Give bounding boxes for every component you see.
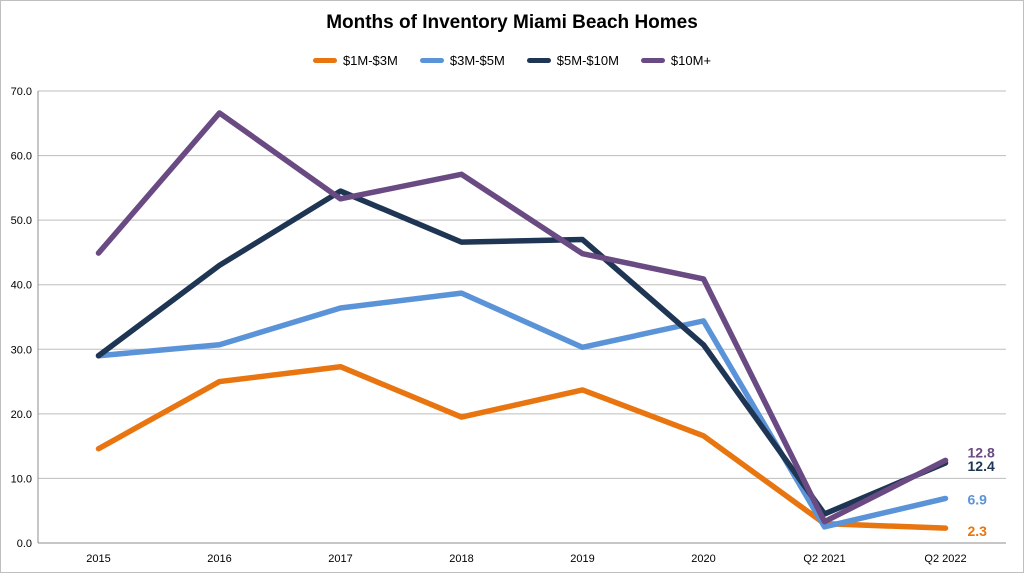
end-data-label: 12.8 (968, 444, 995, 460)
series-line-0 (95, 363, 949, 531)
labels: 0.0 10.0 20.0 30.0 40.0 50.0 60.0 70.0 2015 2016 2… (11, 86, 995, 565)
y-tick-label: 70.0 (11, 86, 32, 98)
legend-label: $5M-$10M (556, 53, 619, 68)
x-tick-label: Q2 2021 (803, 553, 845, 565)
legend-swatch (419, 58, 444, 63)
legend-item: $3M-$5M (419, 53, 505, 68)
x-tick-label: Q2 2022 (924, 553, 966, 565)
y-tick-label: 60.0 (11, 151, 32, 163)
legend-label: $1M-$3M (342, 53, 398, 68)
y-tick-label: 10.0 (11, 473, 32, 485)
series-line-2 (95, 188, 949, 517)
legend-swatch (526, 58, 551, 63)
axes (37, 91, 1006, 544)
legend-label: $3M-$5M (449, 53, 505, 68)
x-tick-label: 2017 (328, 553, 352, 565)
x-tick-label: 2016 (207, 553, 231, 565)
x-tick-label: 2018 (449, 553, 473, 565)
end-data-label: 2.3 (968, 523, 988, 539)
series-lines (95, 110, 949, 531)
legend-swatch (312, 58, 337, 63)
legend-item: $10M+ (640, 53, 712, 68)
y-tick-label: 40.0 (11, 280, 32, 292)
y-tick-label: 30.0 (11, 344, 32, 356)
end-data-label: 12.4 (968, 458, 995, 474)
x-tick-label: 2015 (86, 553, 110, 565)
y-tick-label: 20.0 (11, 409, 32, 421)
y-tick-label: 0.0 (17, 538, 32, 550)
x-tick-label: 2019 (570, 553, 594, 565)
x-tick-label: 2020 (691, 553, 715, 565)
chart-title: Months of Inventory Miami Beach Homes (326, 12, 698, 33)
series-line-1 (95, 290, 949, 530)
legend-item: $5M-$10M (526, 53, 619, 68)
legend-swatch (640, 58, 665, 63)
grid-lines (38, 90, 1006, 479)
legend-item: $1M-$3M (312, 53, 398, 68)
series-line-3 (95, 110, 949, 525)
end-data-label: 6.9 (968, 491, 988, 507)
legend: $1M-$3M $3M-$5M $5M-$10M $10M+ (0, 53, 1024, 68)
legend-label: $10M+ (670, 53, 712, 68)
y-tick-label: 50.0 (11, 215, 32, 227)
